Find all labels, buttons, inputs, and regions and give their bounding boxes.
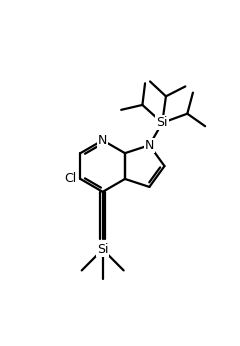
Text: Si: Si [156,116,168,129]
Text: N: N [145,139,154,152]
Text: N: N [98,134,107,147]
Text: Cl: Cl [64,172,77,185]
Text: Si: Si [97,243,108,256]
